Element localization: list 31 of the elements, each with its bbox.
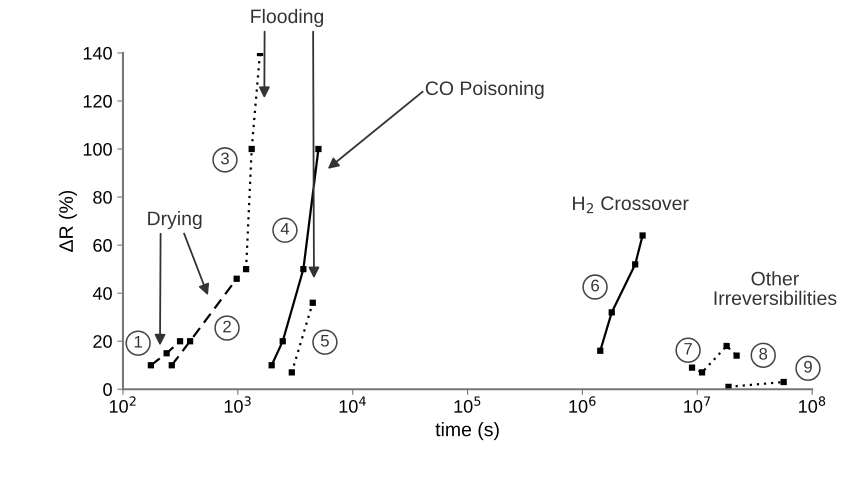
annotation: 7 (684, 343, 692, 355)
annotation: 9 (804, 360, 812, 373)
y-tick-label: 60 (93, 239, 112, 252)
y-tick-label: 80 (93, 191, 112, 204)
x-tick-label: 10$^{2}$ (110, 396, 136, 413)
y-tick-label: 20 (93, 335, 112, 348)
annotation: 8 (759, 348, 768, 360)
annotation: 4 (280, 223, 290, 234)
y-tick-label: 140 (84, 46, 112, 60)
x-tick-label: 10$^{5}$ (454, 396, 480, 413)
x-tick-label: 10$^{4}$ (340, 396, 366, 413)
annotation: Other Irreversibilities (714, 271, 836, 306)
text: Flooding (251, 8, 324, 28)
x-tick-label: 10$^{7}$ (684, 396, 710, 413)
y-tick-label: 0 (103, 383, 112, 396)
y-tick-label: 40 (92, 287, 112, 300)
x-axis-title: time (s) (435, 422, 499, 440)
annotation: 5 (320, 334, 329, 347)
y-axis-title: ΔR (%) (58, 190, 77, 252)
x-tick-label: 10$^{6}$ (569, 396, 596, 413)
annotation: 1 (134, 336, 142, 348)
y-tick-label: 120 (84, 94, 112, 108)
y-tick-label: 100 (84, 142, 112, 156)
annotation: Drying (148, 211, 202, 230)
annotation: 6 (591, 280, 599, 292)
annotation: H$_{2}$ Crossover (573, 196, 689, 214)
annotation: 3 (220, 152, 229, 164)
annotation: CO Poisoning (426, 80, 544, 99)
annotation: 2 (223, 320, 231, 332)
x-tick-label: 10$^{3}$ (224, 396, 251, 413)
x-tick-label: 10$^{8}$ (799, 396, 826, 413)
